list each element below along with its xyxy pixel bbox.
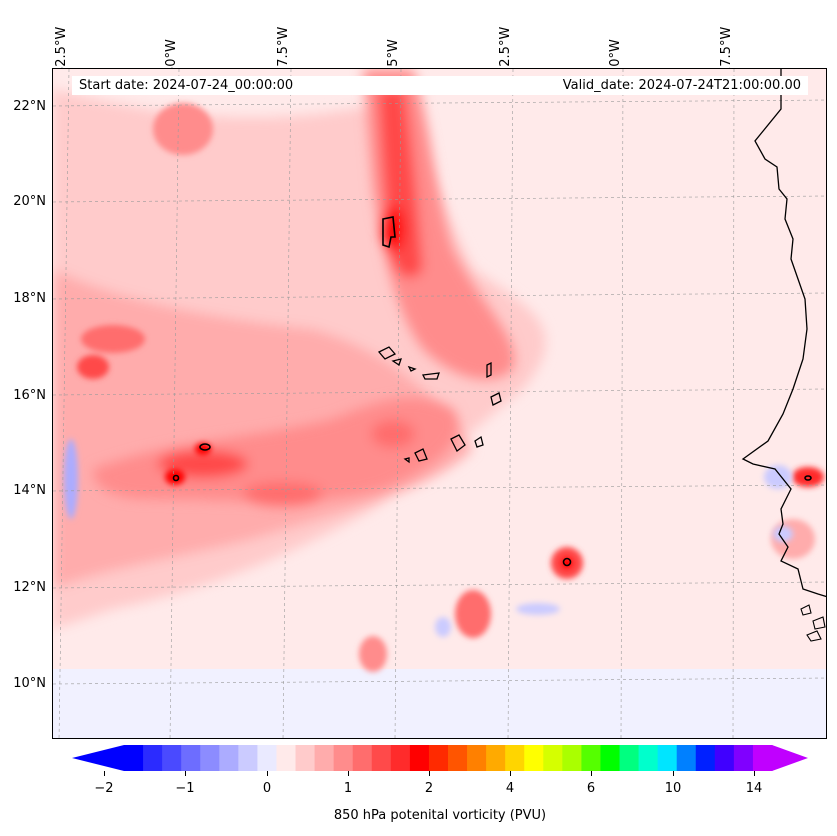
colorbar-tick bbox=[754, 771, 755, 776]
colorbar-tick bbox=[267, 771, 268, 776]
pv-streak-north bbox=[363, 69, 515, 380]
lat-label-22n: 22°N bbox=[13, 99, 46, 114]
colorbar-tick-label: 14 bbox=[745, 781, 763, 796]
colorbar-cell bbox=[352, 745, 373, 771]
colorbar-cell bbox=[619, 745, 640, 771]
coastline-africa bbox=[741, 69, 826, 598]
colorbar-cell bbox=[562, 745, 582, 771]
lat-label-16n: 16°N bbox=[13, 388, 46, 403]
colorbar-cell bbox=[219, 745, 239, 771]
map-panel[interactable] bbox=[52, 68, 827, 739]
valid-date-label: Valid_date: 2024-07-24T21:00:00.00 bbox=[562, 78, 801, 93]
colorbar-tick bbox=[104, 771, 105, 776]
start-date-label: Start date: 2024-07-24_00:00:00 bbox=[79, 78, 294, 93]
colorbar-cell bbox=[448, 745, 468, 771]
colorbar-cell bbox=[390, 745, 411, 771]
colorbar-cell bbox=[371, 745, 392, 771]
colorbar-extend-high bbox=[772, 745, 808, 771]
colorbar-tick-label: 4 bbox=[505, 781, 515, 796]
pv-contour-highs bbox=[172, 216, 812, 567]
colorbar-tick bbox=[348, 771, 349, 776]
colorbar-cell bbox=[124, 745, 144, 771]
colorbar-cell bbox=[676, 745, 697, 771]
colorbar bbox=[72, 745, 808, 771]
colorbar-cell bbox=[181, 745, 201, 771]
colorbar-cell bbox=[524, 745, 544, 771]
colorbar-cell bbox=[333, 745, 354, 771]
lat-label-12n: 12°N bbox=[13, 580, 46, 595]
graticule bbox=[53, 69, 826, 738]
colorbar-cell bbox=[200, 745, 220, 771]
colorbar-cell bbox=[733, 745, 754, 771]
colorbar-tick-label: −2 bbox=[94, 781, 114, 796]
colorbar-cell bbox=[505, 745, 525, 771]
colorbar-cell bbox=[314, 745, 335, 771]
colorbar-cell bbox=[276, 745, 297, 771]
colorbar-cell bbox=[295, 745, 316, 771]
colorbar-cell bbox=[657, 745, 678, 771]
colorbar-cell bbox=[695, 745, 716, 771]
colorbar-tick-label: 10 bbox=[664, 781, 682, 796]
bissagos-islands bbox=[800, 604, 826, 642]
colorbar-tick bbox=[673, 771, 674, 776]
colorbar-cell bbox=[486, 745, 506, 771]
colorbar-cell bbox=[257, 745, 277, 771]
colorbar-tick bbox=[510, 771, 511, 776]
lat-label-10n: 10°N bbox=[13, 676, 46, 691]
colorbar-cell bbox=[238, 745, 258, 771]
pv-negative-patches bbox=[64, 439, 793, 637]
colorbar-cell bbox=[543, 745, 563, 771]
colorbar-tick bbox=[591, 771, 592, 776]
colorbar-cell bbox=[467, 745, 487, 771]
colorbar-cell bbox=[600, 745, 621, 771]
colorbar-cell bbox=[752, 745, 773, 771]
colorbar-extend-low bbox=[72, 745, 124, 771]
colorbar-cell bbox=[714, 745, 735, 771]
colorbar-tick-label: 2 bbox=[424, 781, 434, 796]
colorbar-cell bbox=[581, 745, 601, 771]
colorbar-cell bbox=[162, 745, 182, 771]
lat-label-20n: 20°N bbox=[13, 194, 46, 209]
colorbar-cell bbox=[409, 745, 430, 771]
field-south-band bbox=[53, 669, 826, 738]
pv-blobs-northwest bbox=[77, 103, 213, 485]
colorbar-cell bbox=[428, 745, 449, 771]
colorbar-tick bbox=[185, 771, 186, 776]
map-info-bar: Start date: 2024-07-24_00:00:00 Valid_da… bbox=[72, 76, 808, 95]
colorbar-cell bbox=[638, 745, 659, 771]
colorbar-cells bbox=[124, 745, 773, 771]
colorbar-cell bbox=[143, 745, 163, 771]
pv-field-map bbox=[53, 69, 826, 738]
colorbar-tick-label: −1 bbox=[175, 781, 195, 796]
colorbar-title: 850 hPa potenital vorticity (PVU) bbox=[333, 808, 547, 823]
colorbar-tick-label: 6 bbox=[586, 781, 596, 796]
colorbar-tick-label: 1 bbox=[343, 781, 353, 796]
cape-verde-islands bbox=[377, 346, 502, 464]
colorbar-tick bbox=[429, 771, 430, 776]
colorbar-tick-label: 0 bbox=[262, 781, 272, 796]
lat-label-18n: 18°N bbox=[13, 291, 46, 306]
lat-label-14n: 14°N bbox=[13, 483, 46, 498]
